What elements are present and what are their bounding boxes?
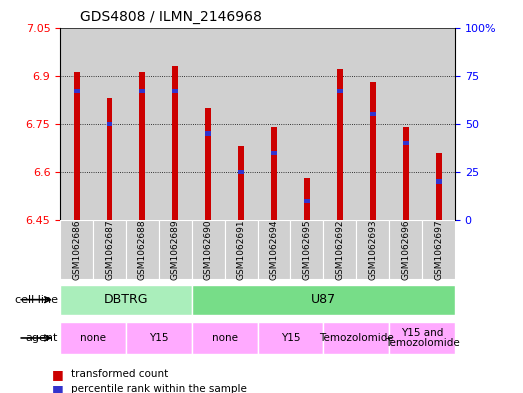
Bar <box>192 220 225 279</box>
Bar <box>205 108 211 220</box>
Text: ■: ■ <box>52 367 64 381</box>
Bar <box>93 220 126 279</box>
Bar <box>173 89 178 93</box>
Bar <box>422 28 455 220</box>
Text: GSM1062690: GSM1062690 <box>204 219 213 280</box>
Bar <box>436 180 441 184</box>
Bar <box>159 28 192 220</box>
Bar <box>126 28 159 220</box>
Bar <box>93 28 126 220</box>
Bar <box>225 220 257 279</box>
Text: agent: agent <box>25 333 58 343</box>
Bar <box>356 220 389 279</box>
Bar <box>271 127 277 220</box>
Text: GSM1062689: GSM1062689 <box>171 219 180 280</box>
Bar <box>60 285 192 315</box>
Bar <box>126 220 159 279</box>
Text: Y15: Y15 <box>149 333 168 343</box>
Bar <box>337 69 343 220</box>
Text: Y15: Y15 <box>281 333 300 343</box>
Bar <box>225 28 257 220</box>
Bar <box>337 89 343 93</box>
Text: transformed count: transformed count <box>71 369 168 379</box>
Text: GSM1062692: GSM1062692 <box>335 219 344 280</box>
Bar <box>60 220 93 279</box>
Text: GDS4808 / ILMN_2146968: GDS4808 / ILMN_2146968 <box>80 10 262 24</box>
Bar <box>238 146 244 220</box>
Text: GSM1062688: GSM1062688 <box>138 219 147 280</box>
Text: DBTRG: DBTRG <box>104 293 148 306</box>
Bar <box>356 28 389 220</box>
Text: GSM1062697: GSM1062697 <box>434 219 443 280</box>
Bar <box>205 131 211 136</box>
Text: U87: U87 <box>311 293 336 306</box>
Bar <box>422 220 455 279</box>
Bar <box>107 98 112 220</box>
Text: Y15 and
Temozolomide: Y15 and Temozolomide <box>385 328 460 348</box>
Bar <box>389 28 422 220</box>
Bar <box>323 322 389 354</box>
Bar <box>290 220 323 279</box>
Bar <box>257 220 290 279</box>
Bar <box>140 72 145 220</box>
Text: GSM1062693: GSM1062693 <box>368 219 377 280</box>
Bar <box>238 170 244 174</box>
Bar <box>159 220 192 279</box>
Bar <box>126 322 192 354</box>
Bar <box>271 151 277 155</box>
Text: Temozolomide: Temozolomide <box>319 333 394 343</box>
Text: none: none <box>212 333 237 343</box>
Text: GSM1062687: GSM1062687 <box>105 219 114 280</box>
Bar <box>304 199 310 203</box>
Text: cell line: cell line <box>15 295 58 305</box>
Bar <box>304 178 310 220</box>
Bar <box>107 122 112 126</box>
Bar <box>140 89 145 93</box>
Bar <box>192 28 225 220</box>
Bar <box>192 322 257 354</box>
Bar <box>192 285 455 315</box>
Text: GSM1062691: GSM1062691 <box>236 219 246 280</box>
Bar <box>60 322 126 354</box>
Bar <box>436 152 441 220</box>
Text: GSM1062695: GSM1062695 <box>302 219 311 280</box>
Text: GSM1062686: GSM1062686 <box>72 219 81 280</box>
Bar <box>370 82 376 220</box>
Bar <box>257 322 323 354</box>
Bar <box>74 89 79 93</box>
Bar <box>389 220 422 279</box>
Bar <box>290 28 323 220</box>
Bar <box>74 72 79 220</box>
Text: ■: ■ <box>52 382 64 393</box>
Text: GSM1062696: GSM1062696 <box>401 219 410 280</box>
Bar <box>389 322 455 354</box>
Bar <box>257 28 290 220</box>
Bar <box>403 141 408 145</box>
Bar <box>370 112 376 116</box>
Bar <box>323 220 356 279</box>
Bar <box>60 28 93 220</box>
Bar <box>173 66 178 220</box>
Bar <box>323 28 356 220</box>
Text: percentile rank within the sample: percentile rank within the sample <box>71 384 246 393</box>
Bar <box>403 127 408 220</box>
Text: none: none <box>80 333 106 343</box>
Text: GSM1062694: GSM1062694 <box>269 219 279 280</box>
